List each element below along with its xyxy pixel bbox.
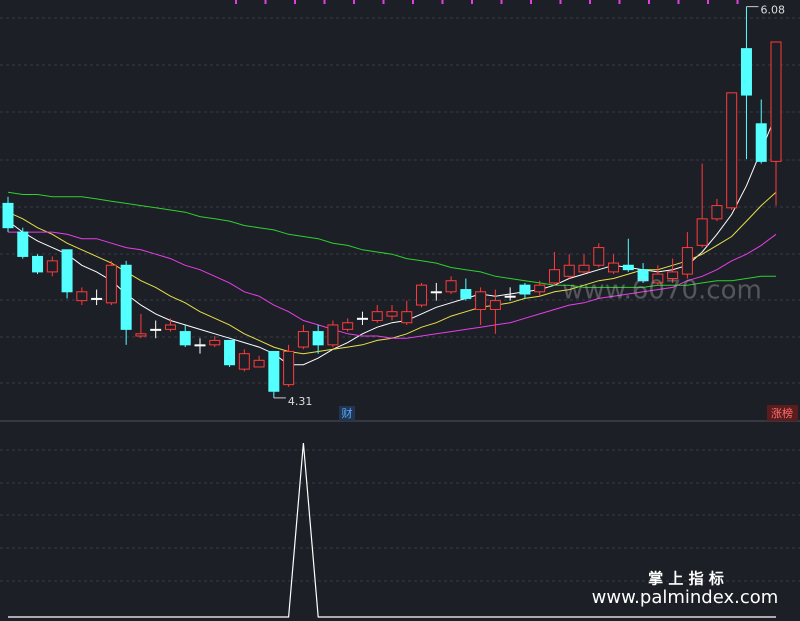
candle-body (519, 284, 531, 295)
indicator-panel (8, 442, 776, 618)
candle-body (238, 353, 250, 370)
candle-body (711, 205, 723, 220)
badge-bg (339, 406, 355, 421)
badge: 涨榜 (771, 406, 793, 420)
candle-body (297, 331, 309, 348)
candle-body (637, 269, 649, 282)
ma-line (7, 191, 776, 288)
badge-bg (767, 405, 798, 421)
candle-body (578, 264, 590, 273)
candle-body (120, 264, 132, 330)
candle-body (696, 218, 708, 246)
candle-body (593, 247, 605, 266)
candle-body (179, 331, 191, 346)
candle-body (608, 262, 620, 273)
candle-body (489, 300, 501, 310)
candle-body (356, 317, 368, 320)
candle-body (386, 311, 398, 317)
candle-body (312, 331, 324, 346)
candle-body (667, 271, 679, 280)
price-panel: 6.08 4.31 (2, 4, 785, 408)
candle-body (76, 291, 88, 302)
candle-body (268, 350, 280, 392)
candle-body (534, 284, 546, 293)
top-markers (235, 0, 739, 4)
candle-body (504, 295, 516, 298)
brand-url: www.palmindex.com (592, 587, 779, 608)
candle-body (135, 333, 147, 337)
candle-body (253, 359, 265, 368)
candle-body (652, 273, 664, 284)
candle-body (460, 289, 472, 299)
candle-body (150, 328, 162, 331)
candle-body (2, 202, 14, 229)
candle-body (283, 350, 295, 386)
candle-body (46, 260, 58, 273)
candle-body (475, 291, 487, 310)
candle-body (430, 291, 442, 294)
candle-body (91, 297, 103, 300)
candle-body (61, 249, 73, 293)
candle-body (32, 255, 44, 273)
candle-body (164, 324, 176, 330)
watermark: www.6070.com (562, 276, 762, 306)
candle-body (17, 231, 29, 257)
indicator-line (8, 442, 776, 618)
candle-body (401, 311, 413, 324)
badge: 财 (342, 406, 353, 420)
candle-body (209, 339, 221, 346)
candle-body (770, 41, 782, 162)
low-label: 4.31 (288, 395, 313, 408)
candle-body (371, 311, 383, 322)
candle-body (342, 322, 354, 330)
candle-body (755, 123, 767, 162)
candle-body (548, 269, 560, 284)
candle-body (563, 264, 575, 277)
candle-body (224, 339, 236, 366)
candle-body (681, 247, 693, 275)
candle-body (445, 280, 457, 293)
ma-line (8, 231, 777, 339)
candle-body (327, 324, 339, 346)
candle-body (740, 48, 752, 96)
candle-body (726, 92, 738, 209)
candle-body (105, 264, 117, 304)
candle-body (622, 264, 634, 271)
candle-body (416, 284, 428, 306)
high-label: 6.08 (760, 4, 785, 17)
brand-title: 掌 上 指 标 (648, 570, 724, 588)
candle-body (194, 344, 206, 347)
